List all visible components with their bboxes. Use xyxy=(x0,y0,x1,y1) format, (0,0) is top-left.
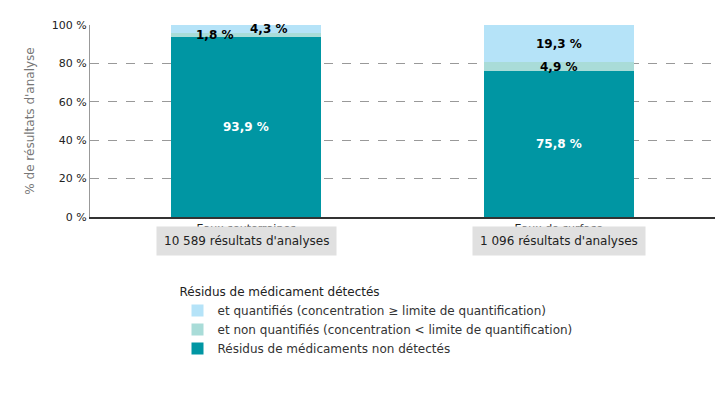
svg-text:Résidus de médicaments non dét: Résidus de médicaments non détectés xyxy=(218,342,451,356)
svg-text:Résidus de médicament détectés: Résidus de médicament détectés xyxy=(180,285,380,299)
svg-text:40 %: 40 % xyxy=(59,134,87,147)
svg-text:20 %: 20 % xyxy=(59,172,87,185)
svg-text:% de résultats d'analyse: % de résultats d'analyse xyxy=(23,47,37,194)
svg-text:93,9 %: 93,9 % xyxy=(223,120,269,134)
svg-text:10 589 résultats d'analyses: 10 589 résultats d'analyses xyxy=(164,234,329,248)
svg-text:100 %: 100 % xyxy=(52,19,87,32)
svg-text:1,8 %: 1,8 % xyxy=(196,28,233,42)
svg-text:4,9 %: 4,9 % xyxy=(540,60,577,74)
svg-text:Eaux de surface: Eaux de surface xyxy=(514,222,603,235)
svg-text:0 %: 0 % xyxy=(66,211,87,224)
svg-text:4,3 %: 4,3 % xyxy=(250,22,287,36)
svg-text:80 %: 80 % xyxy=(59,57,87,70)
svg-text:et quantifiés (concentration ≥: et quantifiés (concentration ≥ limite de… xyxy=(218,304,546,318)
svg-text:et non quantifiés (concentrati: et non quantifiés (concentration < limit… xyxy=(218,323,573,337)
svg-text:1 096 résultats d'analyses: 1 096 résultats d'analyses xyxy=(480,234,638,248)
svg-text:60 %: 60 % xyxy=(59,96,87,109)
svg-text:Eaux souterraines: Eaux souterraines xyxy=(197,222,297,235)
svg-text:75,8 %: 75,8 % xyxy=(536,137,582,151)
svg-text:19,3 %: 19,3 % xyxy=(536,37,582,51)
